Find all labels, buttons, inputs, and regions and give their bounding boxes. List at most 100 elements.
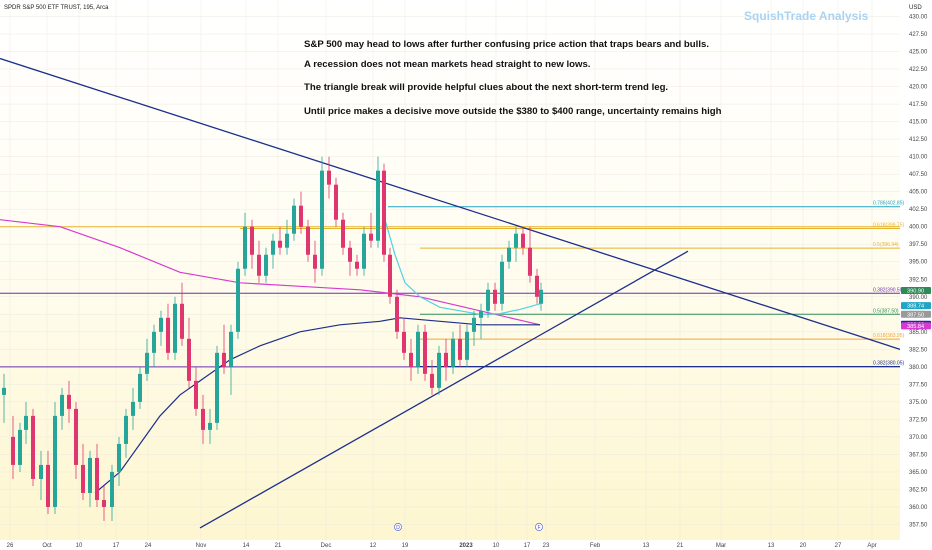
candle-body (486, 289, 490, 311)
candle-body (278, 240, 282, 248)
y-tick-label: 375.00 (909, 400, 928, 406)
candle-body (292, 205, 296, 234)
candle-body (313, 254, 317, 269)
y-tick-label: 415.00 (909, 120, 928, 126)
candle-body (102, 499, 106, 507)
candle-body (31, 415, 35, 479)
fib-label: 0.5(396.94) (873, 242, 899, 248)
candle-body (201, 408, 205, 430)
x-tick-label: Oct (42, 543, 52, 549)
moving-averages (0, 219, 541, 494)
y-tick-label: 372.50 (909, 417, 928, 423)
candle-body (53, 415, 57, 507)
candle-body (39, 464, 43, 479)
candle-body (341, 219, 345, 248)
currency-label: USD (909, 5, 922, 11)
candle-body (180, 303, 184, 339)
price-pill (901, 310, 931, 318)
x-tick-label: 21 (275, 543, 282, 549)
candle-body (166, 317, 170, 353)
y-tick-label: 410.00 (909, 155, 928, 161)
x-tick-label: Apr (867, 543, 876, 549)
candle-body (320, 170, 324, 269)
y-tick-label: 392.50 (909, 277, 928, 283)
candle-body (208, 422, 212, 430)
y-tick-label: 427.50 (909, 32, 928, 38)
y-tick-label: 360.00 (909, 505, 928, 511)
candle-body (152, 331, 156, 353)
x-tick-label: 10 (493, 543, 500, 549)
candle-body (229, 331, 233, 367)
candle-body (306, 226, 310, 255)
candle-body (222, 352, 226, 367)
moving-average-line (384, 219, 541, 315)
candle-body (376, 170, 380, 241)
candle-body (369, 233, 373, 241)
candles (2, 156, 543, 521)
candle-body (355, 261, 359, 269)
candle-body (493, 289, 497, 304)
y-tick-label: 400.00 (909, 225, 928, 231)
price-pill-label: 388.74 (907, 304, 924, 310)
price-pill (901, 286, 931, 294)
candle-body (264, 254, 268, 276)
x-tick-label: Feb (590, 543, 601, 549)
y-tick-label: 382.50 (909, 347, 928, 353)
candle-body (327, 170, 331, 185)
candle-body (110, 471, 114, 507)
x-tick-label: 17 (113, 543, 120, 549)
price-pill (901, 302, 931, 310)
candle-body (451, 338, 455, 367)
candle-body (11, 436, 15, 465)
candle-body (500, 261, 504, 304)
fib-label: 0.618(399.75) (873, 222, 904, 228)
candle-body (362, 233, 366, 269)
x-tick-label: Nov (196, 543, 207, 549)
watermark: SquishTrade Analysis (744, 9, 869, 23)
x-tick-label: 24 (145, 543, 152, 549)
candle-body (528, 247, 532, 276)
candle-body (444, 352, 448, 367)
x-tick-label: 19 (402, 543, 409, 549)
candle-body (514, 233, 518, 248)
candle-body (95, 457, 99, 500)
candle-body (507, 247, 511, 262)
y-tick-label: 405.00 (909, 190, 928, 196)
x-tick-label: 10 (76, 543, 83, 549)
fib-labels: 0.786(402.85) 0.618(399.75) 0.5(396.94) 0.3… (873, 201, 904, 367)
y-tick-label: 395.00 (909, 260, 928, 266)
candle-body (521, 233, 525, 248)
candle-body (285, 233, 289, 248)
annotation-line-1: S&P 500 may head to lows after further c… (304, 39, 709, 50)
x-tick-label: 14 (243, 543, 250, 549)
candle-body (24, 415, 28, 430)
x-tick-label: 2023 (459, 543, 473, 549)
fib-label: 0.382(390.50) (873, 287, 904, 293)
x-tick-label: 26 (7, 543, 14, 549)
y-tick-label: 412.50 (909, 137, 928, 143)
y-tick-label: 402.50 (909, 207, 928, 213)
moving-average-line (94, 317, 540, 494)
candle-body (159, 317, 163, 332)
y-tick-label: 370.00 (909, 435, 928, 441)
candle-body (334, 184, 338, 220)
x-tick-label: Dec (321, 543, 332, 549)
price-axis-background (900, 0, 932, 550)
y-tick-label: 390.00 (909, 295, 928, 301)
fib-label: 0.382(380.05) (873, 360, 904, 366)
candle-body (46, 464, 50, 507)
candle-body (173, 303, 177, 353)
candle-body (437, 352, 441, 388)
candle-body (430, 373, 434, 388)
time-axis-background (0, 540, 932, 550)
y-tick-label: 367.50 (909, 452, 928, 458)
candle-body (215, 352, 219, 423)
trendlines (0, 57, 901, 529)
fib-label: 0.618(383.95) (873, 333, 904, 339)
event-marker-circle (394, 523, 402, 531)
price-pill (901, 322, 931, 330)
candle-body (465, 331, 469, 360)
candle-body (81, 464, 85, 493)
candle-body (18, 429, 22, 465)
